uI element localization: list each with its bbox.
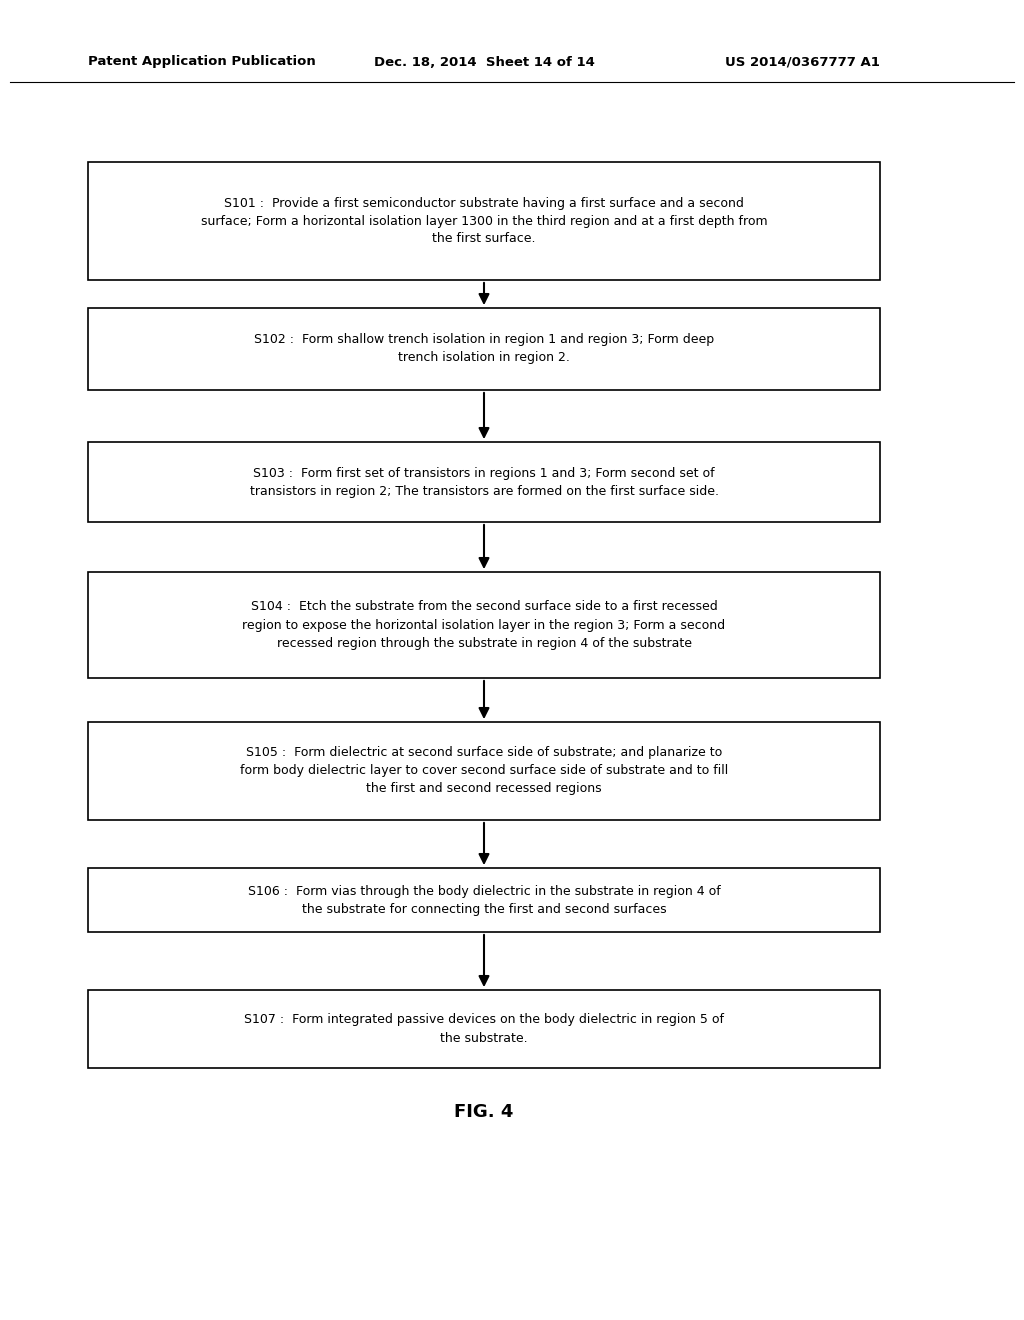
Text: S101 :  Provide a first semiconductor substrate having a first surface and a sec: S101 : Provide a first semiconductor sub… bbox=[201, 197, 767, 246]
Bar bbox=[88, 308, 880, 389]
Text: S103 :  Form first set of transistors in regions 1 and 3; Form second set of
tra: S103 : Form first set of transistors in … bbox=[250, 466, 719, 498]
Text: Dec. 18, 2014  Sheet 14 of 14: Dec. 18, 2014 Sheet 14 of 14 bbox=[374, 55, 595, 69]
Bar bbox=[88, 162, 880, 280]
Text: S102 :  Form shallow trench isolation in region 1 and region 3; Form deep
trench: S102 : Form shallow trench isolation in … bbox=[254, 334, 714, 364]
Text: S106 :  Form vias through the body dielectric in the substrate in region 4 of
th: S106 : Form vias through the body dielec… bbox=[248, 884, 720, 916]
Text: S104 :  Etch the substrate from the second surface side to a first recessed
regi: S104 : Etch the substrate from the secon… bbox=[243, 601, 726, 649]
Text: S105 :  Form dielectric at second surface side of substrate; and planarize to
fo: S105 : Form dielectric at second surface… bbox=[240, 747, 728, 796]
Text: US 2014/0367777 A1: US 2014/0367777 A1 bbox=[725, 55, 880, 69]
Bar bbox=[88, 442, 880, 521]
Text: FIG. 4: FIG. 4 bbox=[455, 1104, 514, 1121]
Bar bbox=[88, 990, 880, 1068]
Text: S107 :  Form integrated passive devices on the body dielectric in region 5 of
th: S107 : Form integrated passive devices o… bbox=[244, 1014, 724, 1044]
Bar bbox=[88, 869, 880, 932]
Bar bbox=[88, 722, 880, 820]
Bar bbox=[88, 572, 880, 678]
Text: Patent Application Publication: Patent Application Publication bbox=[88, 55, 315, 69]
